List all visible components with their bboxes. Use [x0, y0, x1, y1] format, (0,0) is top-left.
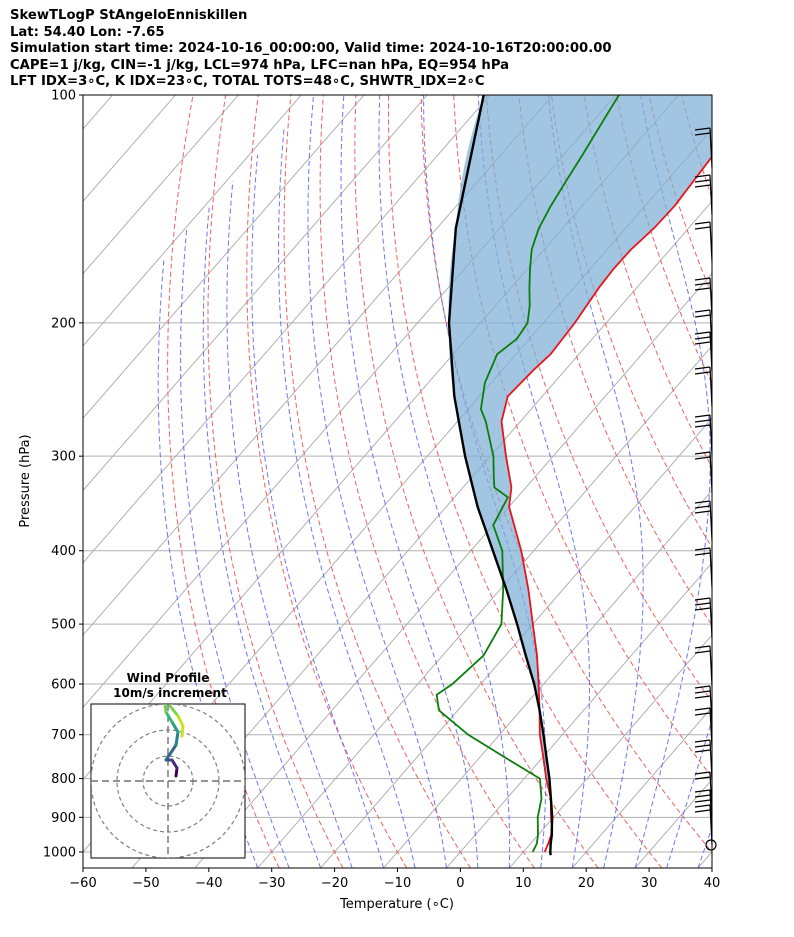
y-tick-label: 500	[51, 618, 76, 633]
moist-adiabat	[634, 95, 711, 868]
dry-adiabat	[283, 95, 472, 868]
moist-adiabat	[307, 95, 447, 868]
parcel-line	[447, 95, 554, 856]
cape-fill-layer	[448, 95, 712, 846]
hodograph-segment	[176, 714, 185, 728]
moist-adiabat	[226, 181, 353, 868]
y-tick-label: 600	[51, 678, 76, 693]
x-tick-label: 10	[515, 876, 532, 891]
x-tick-label: 40	[704, 876, 721, 891]
isotherm-line	[83, 95, 554, 636]
dry-adiabat	[714, 95, 794, 868]
hodograph-segment	[164, 710, 174, 724]
hodograph-segment	[164, 743, 178, 762]
moist-adiabat	[378, 95, 511, 868]
moist-adiabat	[180, 228, 290, 868]
hodograph-segment	[168, 704, 180, 718]
x-tick-label: −30	[258, 876, 285, 891]
moist-adiabat	[278, 126, 416, 868]
chart-header: SkewTLogP StAngeloEnniskillen Lat: 54.40…	[10, 8, 612, 91]
cape-area	[448, 95, 712, 846]
dry-adiabat	[167, 95, 280, 868]
x-tick-label: 20	[578, 876, 595, 891]
isotherm-line	[83, 95, 365, 419]
wind-barb	[694, 804, 713, 846]
hodograph-segment	[170, 720, 180, 734]
y-tick-label: 1000	[43, 845, 76, 860]
moist-adiabat	[251, 154, 384, 868]
hodograph-segment	[163, 704, 168, 714]
wind-profile-inset: Wind Profile 10m/s increment	[90, 671, 246, 859]
wind-barb	[694, 451, 713, 493]
x-tick-label: 0	[456, 876, 464, 891]
y-tick-label: 900	[51, 811, 76, 826]
y-axis-label: Pressure (hPa)	[18, 434, 33, 527]
inset-subtitle: 10m/s increment	[113, 686, 227, 700]
profile-lines-layer	[435, 95, 712, 856]
inset-title: Wind Profile	[127, 671, 210, 685]
wind-barb	[694, 174, 713, 216]
dry-adiabat	[453, 95, 712, 778]
axis-ticks-layer: −60 −50 −40 −30 −20 −10 0 10 20 30 40 1000 900 800 700…	[43, 89, 720, 892]
indices-line: LFT IDX=3∘C, K IDX=23∘C, TOTAL TOTS=48∘C…	[10, 74, 485, 89]
wind-barb	[694, 366, 713, 408]
y-tick-label: 700	[51, 728, 76, 743]
dry-adiabat	[354, 95, 599, 868]
x-axis-label: Temperature (∘C)	[339, 897, 454, 912]
dewpoint-line	[435, 95, 620, 853]
isotherm-line	[83, 95, 239, 275]
dry-adiabat	[747, 95, 794, 868]
calm-wind-circle	[705, 839, 717, 851]
moist-adiabat	[477, 95, 590, 868]
x-tick-label: −40	[195, 876, 222, 891]
y-tick-label: 800	[51, 772, 76, 787]
hodograph-segment	[180, 724, 185, 738]
isotherm-line	[508, 634, 712, 868]
y-tick-label: 300	[51, 450, 76, 465]
y-tick-label: 400	[51, 544, 76, 559]
isotherm-line	[257, 345, 712, 868]
dry-adiabat	[207, 95, 344, 868]
moist-adiabat	[666, 718, 712, 868]
wind-barb	[694, 221, 713, 263]
dry-adiabat	[319, 95, 535, 868]
moist-adiabat	[157, 259, 259, 868]
dry-adiabat	[780, 95, 794, 868]
dry-adiabat	[246, 95, 408, 868]
isotherm-line	[571, 706, 712, 868]
isotherm-line	[83, 95, 302, 347]
wind-barb	[694, 685, 713, 727]
hodograph-segment	[170, 758, 179, 770]
hodograph-segment	[174, 730, 180, 747]
wind-barb	[694, 547, 713, 589]
wind-barb	[694, 739, 713, 781]
chart-title: SkewTLogP StAngeloEnniskillen	[10, 8, 248, 23]
isotherm-line	[83, 95, 491, 564]
isotherm-line	[320, 417, 712, 868]
x-tick-label: −60	[69, 876, 96, 891]
time-line: Simulation start time: 2024-10-16_00:00:…	[10, 41, 612, 56]
x-tick-label: 30	[641, 876, 658, 891]
y-tick-label: 100	[51, 89, 76, 104]
x-tick-label: −20	[321, 876, 348, 891]
x-tick-label: −10	[384, 876, 411, 891]
y-tick-label: 200	[51, 316, 76, 331]
isotherm-line	[446, 562, 712, 868]
dry-adiabat	[550, 95, 712, 549]
moist-adiabat	[340, 95, 479, 868]
location-line: Lat: 54.40 Lon: -7.65	[10, 24, 165, 40]
isotherm-line	[383, 489, 712, 868]
x-tick-label: −50	[132, 876, 159, 891]
cape-line: CAPE=1 j/kg, CIN=-1 j/kg, LCL=974 hPa, L…	[10, 57, 510, 73]
moist-adiabat	[547, 95, 644, 868]
isotherm-line	[83, 95, 428, 492]
dry-adiabat	[485, 95, 712, 703]
dry-adiabat	[388, 95, 663, 868]
